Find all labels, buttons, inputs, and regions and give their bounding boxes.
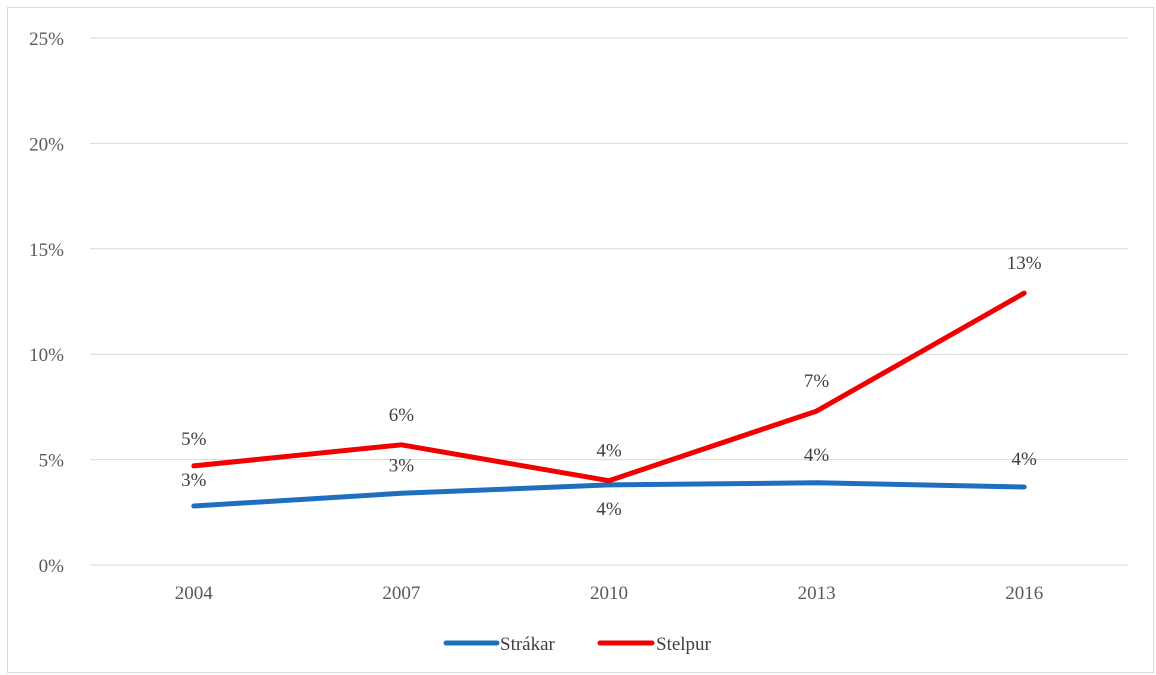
x-tick-label: 2016 bbox=[1005, 583, 1043, 604]
y-tick-label: 25% bbox=[29, 29, 64, 50]
y-tick-label: 5% bbox=[39, 451, 65, 472]
data-label: 5% bbox=[181, 429, 207, 450]
x-tick-label: 2010 bbox=[590, 583, 628, 604]
legend-label: Strákar bbox=[500, 634, 556, 655]
x-tick-label: 2013 bbox=[798, 583, 836, 604]
data-label: 4% bbox=[1012, 449, 1038, 470]
series-line-stelpur bbox=[191, 290, 1027, 484]
chart-frame bbox=[7, 7, 1154, 673]
data-label: 3% bbox=[181, 470, 207, 491]
y-tick-label: 15% bbox=[29, 240, 64, 261]
x-tick-label: 2007 bbox=[382, 583, 420, 604]
y-axis-ticks: 0% 5% 10% 15% 20% 25% bbox=[29, 29, 64, 577]
data-label: 13% bbox=[1007, 253, 1042, 274]
data-label: 6% bbox=[389, 405, 415, 426]
data-label: 4% bbox=[804, 445, 830, 466]
x-axis-ticks: 2004 2007 2010 2013 2016 bbox=[175, 583, 1043, 604]
data-label: 4% bbox=[596, 441, 622, 462]
series-lines bbox=[191, 290, 1027, 509]
y-tick-label: 10% bbox=[29, 345, 64, 366]
data-labels: 3% 3% 4% 4% 4% 5% 6% 4% 7% 13% bbox=[181, 253, 1042, 520]
y-tick-label: 20% bbox=[29, 134, 64, 155]
series-line-strakar bbox=[191, 480, 1027, 509]
x-tick-label: 2004 bbox=[175, 583, 214, 604]
legend: Strákar Stelpur bbox=[443, 634, 712, 655]
data-label: 4% bbox=[596, 499, 622, 520]
data-label: 3% bbox=[389, 455, 415, 476]
y-tick-label: 0% bbox=[39, 556, 65, 577]
legend-label: Stelpur bbox=[656, 634, 712, 655]
data-label: 7% bbox=[804, 371, 830, 392]
